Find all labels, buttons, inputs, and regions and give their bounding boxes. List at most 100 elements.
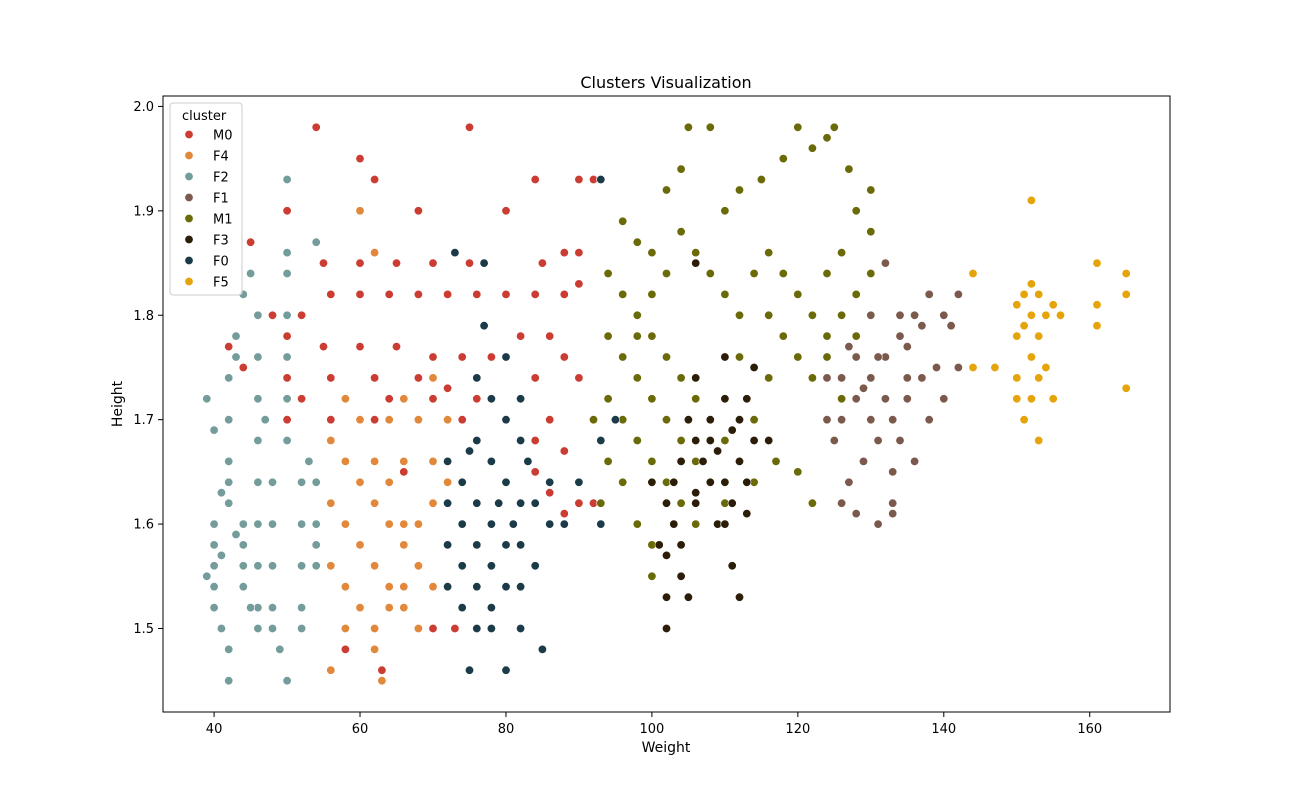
data-point bbox=[238, 582, 248, 592]
data-point bbox=[1121, 383, 1131, 393]
data-point bbox=[764, 373, 774, 383]
data-point bbox=[559, 519, 569, 529]
data-point bbox=[837, 248, 847, 258]
data-point bbox=[559, 289, 569, 299]
data-point bbox=[428, 623, 438, 633]
data-point bbox=[472, 582, 482, 592]
data-point bbox=[326, 435, 336, 445]
data-point bbox=[574, 373, 584, 383]
data-point bbox=[734, 310, 744, 320]
data-point bbox=[231, 331, 241, 341]
data-point bbox=[793, 122, 803, 132]
data-point bbox=[734, 415, 744, 425]
data-point bbox=[837, 394, 847, 404]
data-point bbox=[413, 373, 423, 383]
data-point bbox=[691, 435, 701, 445]
data-point bbox=[282, 676, 292, 686]
data-point bbox=[282, 206, 292, 216]
data-point bbox=[253, 519, 263, 529]
data-point bbox=[1026, 394, 1036, 404]
data-point bbox=[632, 331, 642, 341]
data-point bbox=[238, 540, 248, 550]
data-point bbox=[727, 425, 737, 435]
data-point bbox=[618, 289, 628, 299]
data-point bbox=[311, 477, 321, 487]
data-point bbox=[275, 644, 285, 654]
data-point bbox=[603, 268, 613, 278]
data-point bbox=[516, 498, 526, 508]
data-point bbox=[1034, 435, 1044, 445]
legend-entry: F2 bbox=[184, 171, 229, 186]
data-point bbox=[742, 394, 752, 404]
data-point bbox=[1041, 362, 1051, 372]
data-point bbox=[902, 342, 912, 352]
data-point bbox=[224, 456, 234, 466]
data-point bbox=[224, 373, 234, 383]
data-point bbox=[676, 456, 686, 466]
data-point bbox=[661, 415, 671, 425]
data-point bbox=[851, 331, 861, 341]
data-point bbox=[260, 415, 270, 425]
data-point bbox=[691, 373, 701, 383]
plot-frame bbox=[162, 95, 1171, 713]
data-point bbox=[209, 425, 219, 435]
data-point bbox=[888, 467, 898, 477]
data-point bbox=[669, 477, 679, 487]
data-point bbox=[340, 456, 350, 466]
legend-marker bbox=[184, 235, 194, 245]
data-point bbox=[537, 258, 547, 268]
data-point bbox=[355, 603, 365, 613]
data-point bbox=[399, 519, 409, 529]
x-tick-label: 140 bbox=[931, 722, 956, 737]
data-point bbox=[428, 498, 438, 508]
data-point bbox=[318, 258, 328, 268]
data-point bbox=[705, 415, 715, 425]
data-point bbox=[837, 310, 847, 320]
data-point bbox=[888, 498, 898, 508]
data-point bbox=[216, 550, 226, 560]
legend-label: F0 bbox=[213, 255, 229, 270]
data-point bbox=[267, 477, 277, 487]
data-point bbox=[676, 373, 686, 383]
data-point bbox=[837, 415, 847, 425]
data-point bbox=[661, 185, 671, 195]
data-point bbox=[253, 435, 263, 445]
data-point bbox=[676, 540, 686, 550]
data-point bbox=[858, 456, 868, 466]
data-point bbox=[224, 415, 234, 425]
legend-label: M0 bbox=[213, 129, 233, 144]
data-point bbox=[457, 561, 467, 571]
data-point bbox=[953, 289, 963, 299]
data-point bbox=[1056, 310, 1066, 320]
y-tick-label: 1.8 bbox=[133, 309, 154, 324]
legend-label: F1 bbox=[213, 192, 229, 207]
data-point bbox=[297, 519, 307, 529]
legend-label: F5 bbox=[213, 276, 229, 291]
data-point bbox=[464, 258, 474, 268]
data-point bbox=[246, 603, 256, 613]
data-point bbox=[472, 289, 482, 299]
data-point bbox=[720, 206, 730, 216]
data-point bbox=[391, 342, 401, 352]
data-point bbox=[618, 477, 628, 487]
data-point bbox=[661, 268, 671, 278]
x-tick-label: 100 bbox=[639, 722, 664, 737]
legend-entry: M1 bbox=[184, 213, 233, 228]
data-point bbox=[778, 268, 788, 278]
data-point bbox=[413, 623, 423, 633]
data-point bbox=[647, 248, 657, 258]
data-point bbox=[464, 122, 474, 132]
data-point bbox=[851, 352, 861, 362]
data-point bbox=[873, 435, 883, 445]
data-point bbox=[413, 206, 423, 216]
series-f5 bbox=[968, 195, 1131, 445]
data-point bbox=[632, 373, 642, 383]
data-point bbox=[691, 519, 701, 529]
data-point bbox=[253, 477, 263, 487]
data-point bbox=[939, 310, 949, 320]
data-point bbox=[807, 373, 817, 383]
plot-area bbox=[163, 96, 1170, 712]
data-point bbox=[267, 561, 277, 571]
data-point bbox=[545, 488, 555, 498]
data-point bbox=[253, 394, 263, 404]
